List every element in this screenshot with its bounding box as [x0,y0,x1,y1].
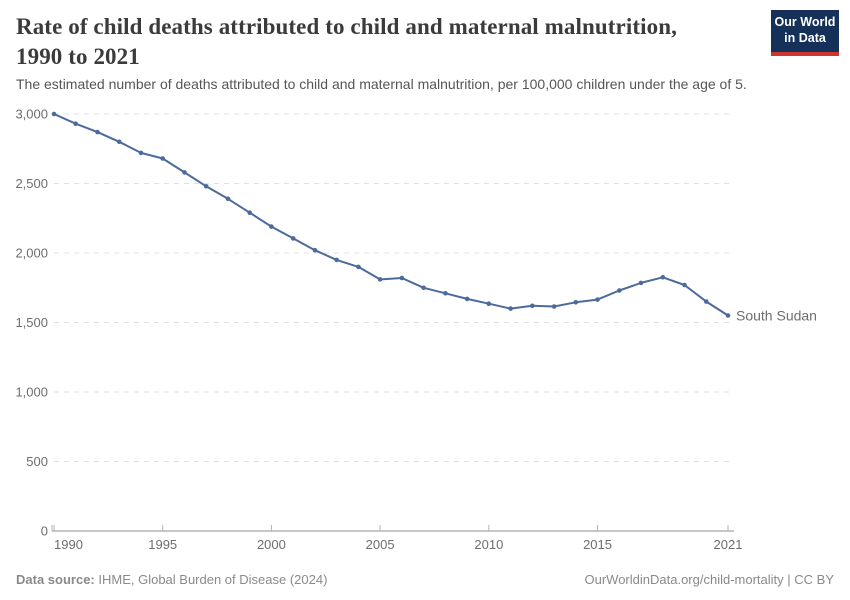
y-tick-label: 2,000 [15,246,48,261]
data-point [138,150,144,156]
y-tick-label: 3,000 [15,107,48,122]
data-point [182,170,187,175]
y-tick-label: 2,500 [15,176,48,191]
data-point [443,291,448,296]
data-point [595,297,600,302]
data-point [399,275,405,281]
x-tick-label: 1995 [148,537,177,552]
data-point [486,301,492,307]
page-title: Rate of child deaths attributed to child… [16,12,756,72]
y-tick-label: 0 [41,524,48,539]
x-tick-label: 2010 [474,537,503,552]
data-point [312,247,318,253]
data-point [638,280,644,286]
data-point [704,299,709,304]
x-tick-label: 1990 [54,537,83,552]
data-source: Data source: IHME, Global Burden of Dise… [16,572,327,587]
data-point [421,285,426,291]
y-tick-label: 1,500 [15,315,48,330]
chart-footer: Data source: IHME, Global Burden of Dise… [16,572,834,587]
data-point [95,129,100,135]
data-source-value: IHME, Global Burden of Disease (2024) [94,572,328,587]
page-title-line2: 1990 to 2021 [16,44,140,69]
x-tick-label: 2021 [714,537,743,552]
license-link[interactable]: OurWorldinData.org/child-mortality | CC … [584,572,835,587]
data-point [508,306,513,311]
data-point [551,304,557,309]
data-point [116,139,122,145]
data-point [682,282,687,288]
data-point [269,224,274,229]
data-point [247,210,252,215]
data-point [660,275,666,280]
owid-logo-line1: Our World [774,15,836,29]
data-point [203,184,209,189]
data-point [725,313,731,318]
data-source-label: Data source: [16,572,95,587]
y-tick-label: 1,000 [15,385,48,400]
owid-logo-line2: in Data [784,31,826,45]
data-point [377,277,383,282]
owid-logo[interactable]: Our World in Data [771,10,839,56]
data-point [573,300,579,305]
data-point [530,303,535,309]
data-point [356,264,361,270]
trend-line [53,113,729,317]
x-tick-label: 2005 [366,537,395,552]
data-point [160,156,165,161]
x-tick-label: 2000 [257,537,286,552]
series-end-label: South Sudan [736,308,817,324]
chart-subtitle: The estimated number of deaths attribute… [16,76,747,92]
data-point [617,288,622,293]
data-point [51,111,57,117]
data-point [290,236,296,241]
data-point [334,257,339,263]
y-tick-label: 500 [26,454,48,469]
page-title-line1: Rate of child deaths attributed to child… [16,14,677,39]
x-tick-label: 2015 [583,537,612,552]
data-point [464,296,470,302]
data-point [225,196,231,202]
data-point [73,121,78,126]
